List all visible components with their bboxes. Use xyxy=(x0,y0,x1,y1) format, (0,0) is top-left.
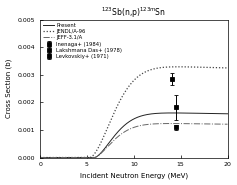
Title: $^{123}$Sb(n,p)$^{123m}$Sn: $^{123}$Sb(n,p)$^{123m}$Sn xyxy=(101,6,166,20)
Present xyxy=(185,112,188,114)
Present xyxy=(226,113,229,115)
JEFF-3.1/A xyxy=(114,137,117,139)
JENDL/A-96 xyxy=(188,66,191,68)
JEFF-3.1/A xyxy=(188,123,191,125)
JEFF-3.1/A xyxy=(226,123,229,125)
JEFF-3.1/A xyxy=(185,122,188,125)
JEFF-3.1/A xyxy=(121,132,124,134)
JENDL/A-96 xyxy=(177,66,180,68)
Line: Present: Present xyxy=(40,113,228,158)
Present xyxy=(58,157,61,159)
X-axis label: Incident Neutron Energy (MeV): Incident Neutron Energy (MeV) xyxy=(80,173,188,179)
Present xyxy=(121,126,124,128)
JEFF-3.1/A xyxy=(58,157,61,159)
JENDL/A-96 xyxy=(185,66,188,68)
JEFF-3.1/A xyxy=(169,122,172,125)
JEFF-3.1/A xyxy=(39,157,41,159)
Present xyxy=(39,157,41,159)
Y-axis label: Cross Section (b): Cross Section (b) xyxy=(5,59,12,118)
JENDL/A-96 xyxy=(167,66,170,68)
JENDL/A-96 xyxy=(226,67,229,69)
Present xyxy=(114,133,117,135)
Legend: Present, JENDL/A-96, JEFF-3.1/A, Inenaga+ (1984), Lakshmana Das+ (1978), Levkovs: Present, JENDL/A-96, JEFF-3.1/A, Inenaga… xyxy=(42,22,123,60)
JENDL/A-96 xyxy=(114,108,117,110)
JENDL/A-96 xyxy=(39,157,41,159)
JENDL/A-96 xyxy=(121,95,124,97)
Present xyxy=(171,112,174,114)
Present xyxy=(188,112,191,114)
JEFF-3.1/A xyxy=(167,122,170,125)
Present xyxy=(167,112,170,114)
Line: JENDL/A-96: JENDL/A-96 xyxy=(40,67,228,158)
JENDL/A-96 xyxy=(58,157,61,159)
Line: JEFF-3.1/A: JEFF-3.1/A xyxy=(40,124,228,158)
